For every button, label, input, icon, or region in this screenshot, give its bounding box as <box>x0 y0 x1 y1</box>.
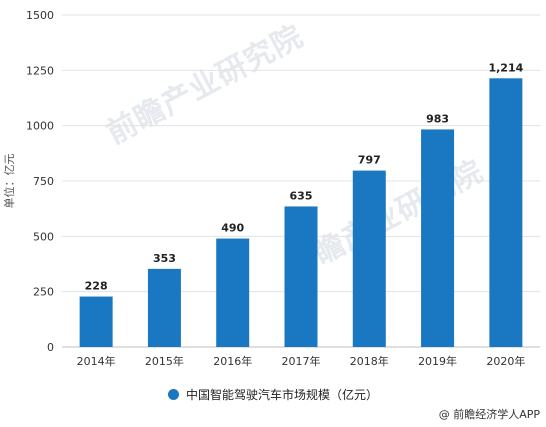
bar <box>284 206 318 347</box>
legend-marker <box>168 388 179 400</box>
legend-label: 中国智能驾驶汽车市场规模（亿元） <box>186 387 379 402</box>
y-tick-label: 1250 <box>26 64 54 77</box>
x-tick-label: 2019年 <box>418 354 457 368</box>
y-tick-label: 250 <box>33 286 54 299</box>
data-label: 353 <box>153 252 176 265</box>
x-tick-label: 2015年 <box>145 354 184 368</box>
x-tick-label: 2020年 <box>486 354 525 368</box>
bar <box>421 129 455 347</box>
data-label: 1,214 <box>488 61 523 74</box>
bar <box>352 170 386 347</box>
data-label: 635 <box>290 189 313 202</box>
x-tick-label: 2017年 <box>282 354 321 368</box>
x-tick-label: 2018年 <box>350 354 389 368</box>
bar <box>79 296 113 347</box>
source-credit: @ 前瞻经济学人APP <box>438 408 540 421</box>
y-tick-label: 750 <box>33 175 54 188</box>
data-label: 490 <box>221 222 244 235</box>
data-label: 797 <box>358 154 381 167</box>
y-tick-label: 500 <box>33 230 54 243</box>
x-tick-label: 2016年 <box>213 354 252 368</box>
data-label: 983 <box>426 112 449 125</box>
y-tick-label: 1000 <box>26 120 54 133</box>
bar <box>147 268 181 347</box>
x-tick-label: 2014年 <box>77 354 116 368</box>
bar <box>489 78 523 347</box>
bar <box>216 238 250 347</box>
y-tick-label: 0 <box>47 341 54 354</box>
y-axis-label: 单位：亿元 <box>2 154 16 209</box>
y-tick-label: 1500 <box>26 9 54 22</box>
data-label: 228 <box>85 280 108 293</box>
legend: 中国智能驾驶汽车市场规模（亿元） <box>168 385 378 403</box>
